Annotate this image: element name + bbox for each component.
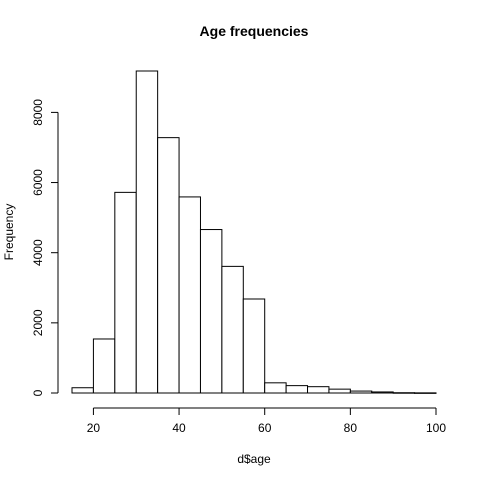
histogram-bar [157,137,180,394]
x-tick-label: 40 [172,421,186,435]
histogram-bar [414,392,437,394]
y-tick-label: 8000 [31,99,45,126]
histogram-bar [285,385,309,394]
y-tick-label: 6000 [31,169,45,196]
histogram-bar [307,386,330,394]
histogram-bar [114,191,137,394]
y-axis: 0 2000 4000 6000 8000 [31,99,59,396]
x-tick-label: 60 [258,421,272,435]
x-tick-label: 100 [426,421,446,435]
x-axis: 20 40 60 80 100 [87,407,446,435]
histogram-bar [392,392,416,394]
histogram-bar [349,390,373,394]
y-tick-label: 4000 [31,239,45,266]
x-tick-label: 20 [87,421,101,435]
histogram-bar [71,387,94,394]
histogram-bar [92,338,116,394]
histogram-bar [242,298,266,394]
y-tick-label: 2000 [31,309,45,336]
histogram-bar [371,391,394,394]
histogram-bar [178,196,201,394]
x-axis-label: d$age [237,452,271,466]
histogram-bar [135,70,159,394]
histogram-bar [199,229,223,394]
bars-group [71,70,437,394]
histogram-bar [221,265,244,394]
y-axis-label: Frequency [2,204,16,261]
x-tick-label: 80 [344,421,358,435]
chart-title: Age frequencies [200,23,309,39]
histogram-bar [264,382,287,394]
y-tick-label: 0 [31,389,45,396]
histogram-bar [328,388,351,394]
